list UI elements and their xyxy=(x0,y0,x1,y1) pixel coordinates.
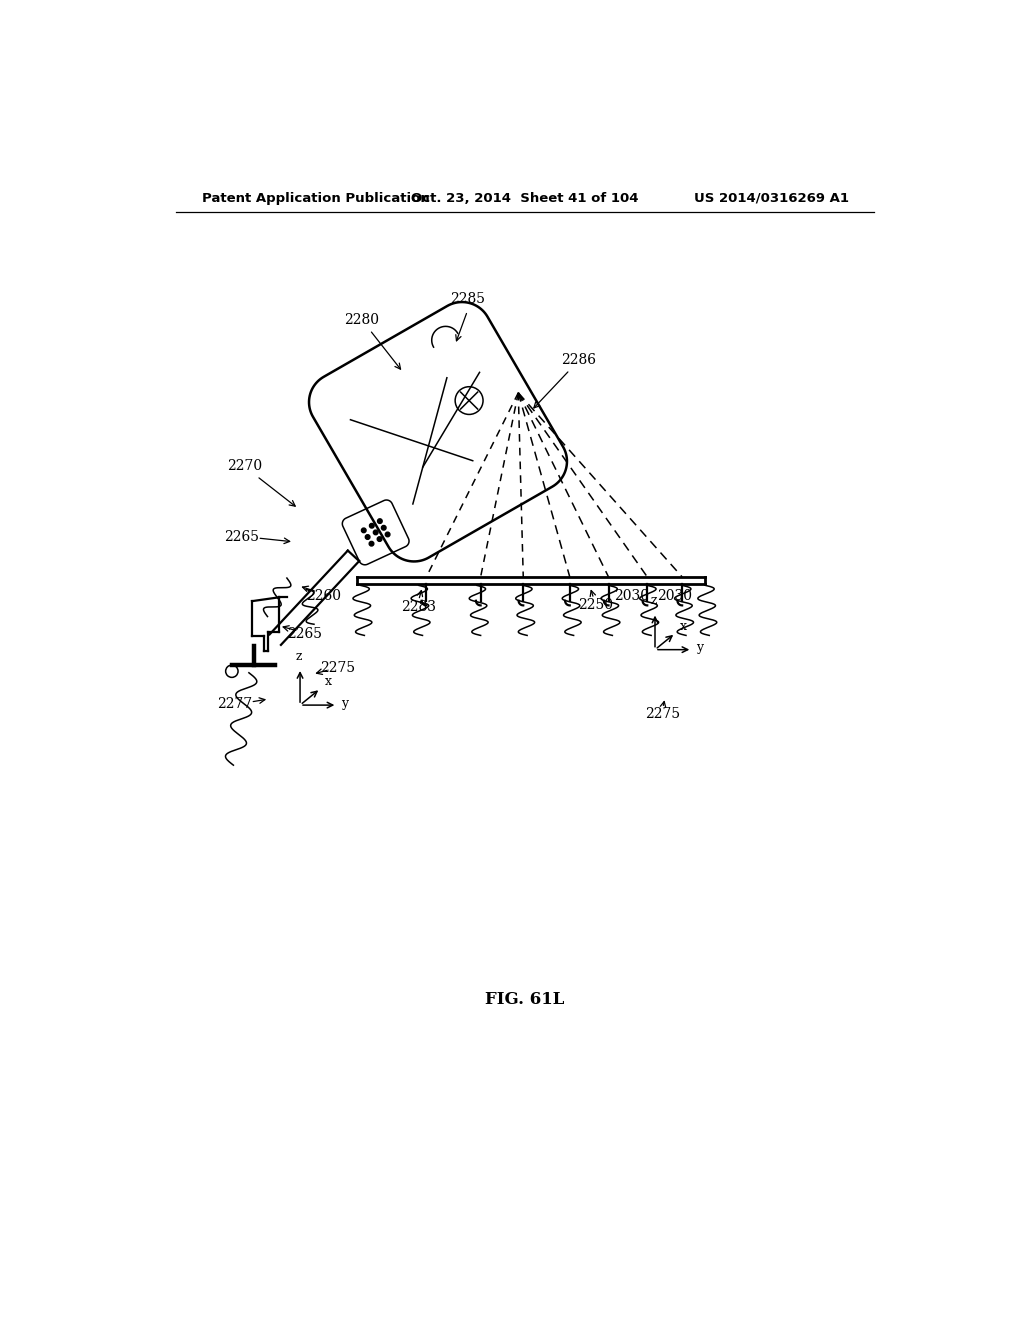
Circle shape xyxy=(366,535,370,540)
Text: 2265: 2265 xyxy=(224,531,259,544)
Circle shape xyxy=(370,541,374,546)
Circle shape xyxy=(385,532,390,537)
Text: 2285: 2285 xyxy=(450,292,485,305)
Text: z: z xyxy=(295,649,302,663)
Text: y: y xyxy=(341,697,348,710)
Circle shape xyxy=(377,537,382,541)
Text: 2260: 2260 xyxy=(306,589,341,603)
Text: 2275: 2275 xyxy=(319,661,354,675)
Text: Oct. 23, 2014  Sheet 41 of 104: Oct. 23, 2014 Sheet 41 of 104 xyxy=(411,191,639,205)
Circle shape xyxy=(378,519,382,524)
Text: 2030: 2030 xyxy=(614,589,649,603)
Circle shape xyxy=(370,524,374,528)
Text: 2275: 2275 xyxy=(645,708,680,721)
Text: x: x xyxy=(680,620,687,634)
Text: 2277: 2277 xyxy=(217,697,253,710)
Text: x: x xyxy=(325,676,332,689)
Text: FIG. 61L: FIG. 61L xyxy=(485,991,564,1007)
Text: 2270: 2270 xyxy=(226,459,295,506)
Circle shape xyxy=(381,525,386,531)
Text: 2283: 2283 xyxy=(401,599,436,614)
Text: 2250: 2250 xyxy=(578,598,612,612)
Text: Patent Application Publication: Patent Application Publication xyxy=(202,191,429,205)
Circle shape xyxy=(361,528,366,533)
Text: z: z xyxy=(650,594,656,607)
Text: US 2014/0316269 A1: US 2014/0316269 A1 xyxy=(693,191,849,205)
Text: 2280: 2280 xyxy=(344,313,400,370)
Text: 2030: 2030 xyxy=(656,589,692,603)
Text: y: y xyxy=(696,642,703,655)
Circle shape xyxy=(374,531,378,535)
Text: 2286: 2286 xyxy=(534,354,597,408)
Text: 2265: 2265 xyxy=(287,627,323,642)
